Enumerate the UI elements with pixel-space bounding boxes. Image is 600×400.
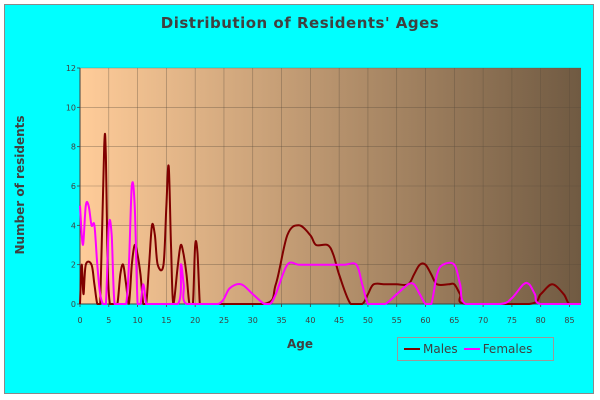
legend-label-males: Males xyxy=(423,342,458,356)
x-tick-label: 50 xyxy=(363,316,373,325)
x-tick-label: 35 xyxy=(276,316,286,325)
legend-swatch-females xyxy=(463,348,480,350)
series-line-males xyxy=(79,132,581,306)
x-tick-label: 60 xyxy=(420,316,430,325)
x-tick-label: 10 xyxy=(132,316,142,325)
x-axis-label: Age xyxy=(286,337,313,351)
y-tick-label: 2 xyxy=(71,261,76,270)
y-tick-label: 0 xyxy=(71,300,76,309)
x-tick-label: 75 xyxy=(507,316,517,325)
x-tick-label: 80 xyxy=(536,316,546,325)
x-tick-label: 5 xyxy=(106,316,111,325)
x-tick-label: 70 xyxy=(478,316,488,325)
y-tick-label: 6 xyxy=(71,182,76,191)
y-tick-label: 8 xyxy=(71,143,76,152)
x-tick-label: 85 xyxy=(564,316,574,325)
series-lines xyxy=(79,132,581,306)
x-tick-label: 0 xyxy=(77,316,82,325)
y-tick-label: 10 xyxy=(66,103,76,112)
chart-title: Distribution of Residents' Ages xyxy=(160,14,440,32)
x-tick-label: 30 xyxy=(248,316,258,325)
x-tick-label: 25 xyxy=(219,316,229,325)
legend-label-females: Females xyxy=(482,342,533,356)
legend-item-females: Females xyxy=(463,342,533,356)
legend: Males Females xyxy=(397,337,554,361)
x-tick-label: 15 xyxy=(161,316,171,325)
legend-item-males: Males xyxy=(404,342,458,356)
series-line-females xyxy=(79,181,581,306)
y-tick-label: 4 xyxy=(71,221,76,230)
x-tick-label: 45 xyxy=(334,316,344,325)
legend-swatch-males xyxy=(404,348,420,350)
y-tick-label: 12 xyxy=(66,64,76,73)
x-tick-label: 55 xyxy=(392,316,402,325)
x-tick-label: 20 xyxy=(190,316,200,325)
x-tick-label: 40 xyxy=(305,316,315,325)
x-tick-label: 65 xyxy=(449,316,459,325)
